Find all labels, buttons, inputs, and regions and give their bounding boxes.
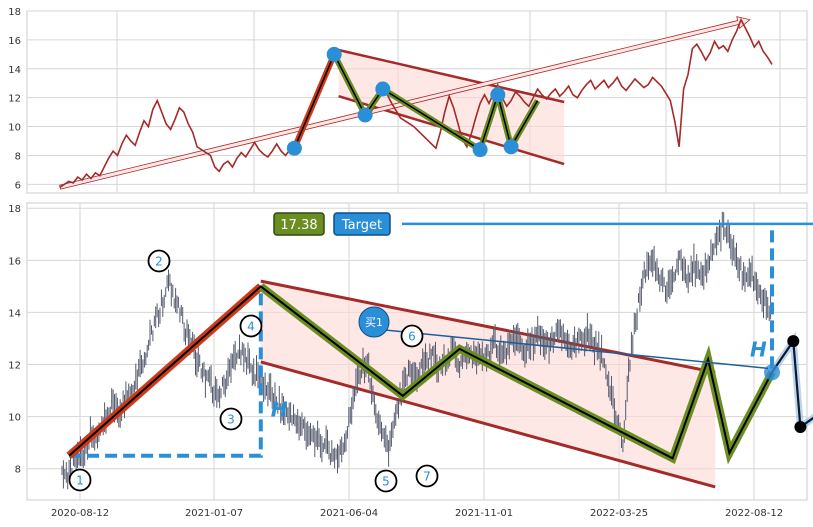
bottom-x-tick-label: 2022-03-25 bbox=[590, 508, 648, 519]
price-value-label: 17.38 bbox=[280, 218, 317, 233]
pivot-number-label: 4 bbox=[247, 320, 255, 334]
bottom-x-tick-label: 2021-01-07 bbox=[185, 508, 243, 519]
pivot-number-label: 1 bbox=[76, 474, 84, 488]
pivot-number-ring bbox=[400, 324, 424, 348]
bottom-x-tick-label: 2020-08-12 bbox=[51, 508, 109, 519]
forecast-point bbox=[787, 335, 800, 348]
bottom-y-tick-label: 14 bbox=[8, 308, 21, 319]
bottom-y-tick-label: 18 bbox=[8, 204, 21, 215]
top-pivot-point bbox=[472, 142, 488, 158]
top-pivot-point bbox=[357, 107, 373, 123]
top-pivot-point bbox=[326, 46, 342, 62]
bottom-x-tick-label: 2021-06-04 bbox=[320, 508, 378, 519]
pivot-number-ring bbox=[239, 314, 263, 338]
bottom-price-bars bbox=[61, 211, 772, 490]
top-y-tick-label: 14 bbox=[8, 65, 21, 76]
top-y-tick-label: 12 bbox=[8, 94, 21, 105]
bottom-panel: 2020-08-12 2021-01-07 2021-06-04 2021-11-01… bbox=[8, 202, 813, 519]
target-label: Target bbox=[341, 218, 382, 233]
pivot-number-ring bbox=[219, 407, 243, 431]
projection-height-label: H bbox=[750, 337, 767, 361]
forecast-path bbox=[771, 337, 813, 430]
top-pivot-point bbox=[490, 87, 506, 103]
pivot-number-label: 7 bbox=[423, 470, 431, 484]
top-y-tick-label: 16 bbox=[8, 36, 21, 47]
buy-marker bbox=[358, 306, 390, 338]
pivot-number-ring bbox=[147, 249, 171, 273]
top-y-tick-label: 10 bbox=[8, 123, 21, 134]
bottom-channel-lower-line bbox=[260, 360, 716, 489]
forecast-point bbox=[794, 421, 807, 434]
bottom-y-tick-label: 10 bbox=[8, 413, 21, 424]
top-y-tick-label: 18 bbox=[8, 7, 21, 18]
breakout-marker bbox=[764, 364, 780, 381]
top-channel-upper-line bbox=[338, 48, 565, 104]
pivot-number-ring bbox=[68, 468, 92, 492]
top-y-tick-label: 6 bbox=[15, 180, 21, 191]
target-box bbox=[333, 212, 391, 236]
bottom-y-tick-label: 16 bbox=[8, 256, 21, 267]
pivot-number-ring bbox=[374, 469, 398, 493]
top-pattern-core bbox=[293, 52, 539, 151]
top-pivot-point bbox=[503, 139, 519, 155]
height-label: H bbox=[271, 398, 288, 422]
bottom-pattern-core bbox=[68, 285, 773, 460]
top-panel: 6 8 10 12 14 16 18 bbox=[8, 7, 808, 194]
bottom-channel-upper-line bbox=[260, 279, 716, 374]
buy-label: 买1 bbox=[365, 316, 383, 329]
bottom-x-tick-label: 2021-11-01 bbox=[455, 508, 513, 519]
top-y-tick-label: 8 bbox=[15, 151, 21, 162]
bottom-y-tick-label: 12 bbox=[8, 361, 21, 372]
top-pivot-point bbox=[286, 140, 302, 156]
pivot-number-label: 3 bbox=[227, 413, 235, 427]
height-measure-line bbox=[69, 286, 263, 458]
pivot-number-label: 6 bbox=[408, 330, 416, 344]
bottom-x-tick-label: 2022-08-12 bbox=[725, 508, 783, 519]
top-pivot-point bbox=[375, 81, 391, 97]
price-value-box bbox=[273, 212, 325, 236]
buy-leader-line bbox=[384, 329, 769, 370]
top-price-line bbox=[59, 17, 773, 188]
pivot-number-label: 2 bbox=[155, 255, 163, 269]
pivot-number-ring bbox=[415, 464, 439, 488]
pivot-number-label: 5 bbox=[382, 475, 390, 489]
bottom-y-tick-label: 8 bbox=[15, 465, 21, 476]
